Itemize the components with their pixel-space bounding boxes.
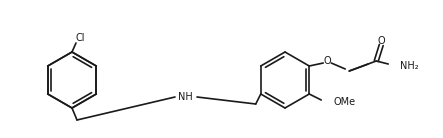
Text: NH₂: NH₂ [400, 61, 419, 71]
Text: NH: NH [178, 92, 192, 102]
Text: O: O [377, 36, 385, 46]
Text: Cl: Cl [75, 33, 85, 43]
Text: O: O [323, 56, 331, 66]
Text: OMe: OMe [333, 97, 355, 107]
